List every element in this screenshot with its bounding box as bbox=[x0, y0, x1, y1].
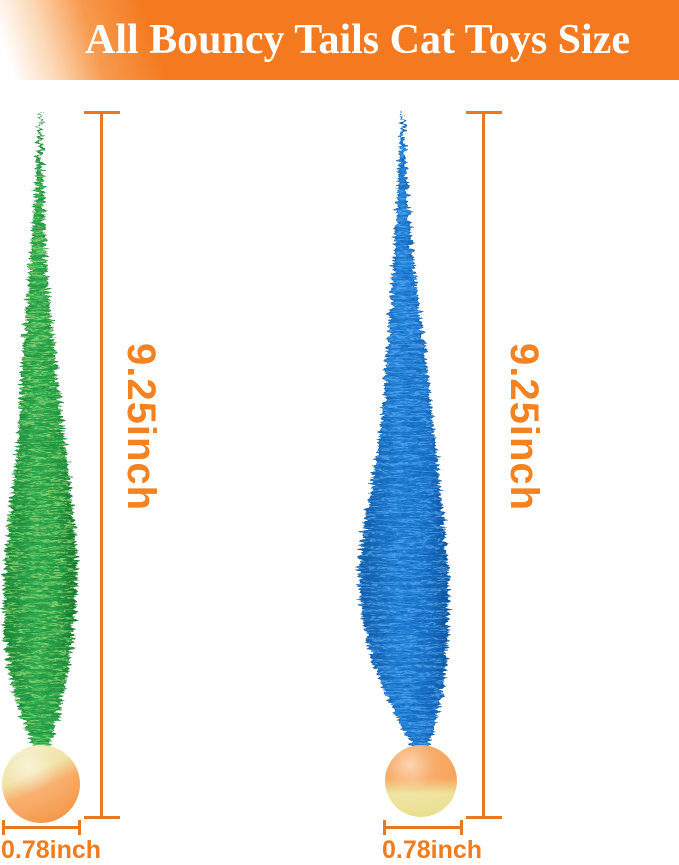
left-measure-line bbox=[100, 112, 103, 817]
left-measure-bottom-cap bbox=[84, 816, 120, 819]
right-diameter-label: 0.78inch bbox=[382, 836, 483, 864]
header-banner: All Bouncy Tails Cat Toys Size bbox=[0, 0, 679, 80]
right-length-label: 9.25inch bbox=[502, 343, 546, 512]
right-measure-line bbox=[482, 112, 485, 817]
left-diameter-right-cap bbox=[78, 820, 81, 835]
right-diameter-right-cap bbox=[460, 820, 463, 835]
left-diameter-line bbox=[3, 826, 79, 829]
left-diameter-label: 0.78inch bbox=[1, 836, 102, 864]
left-length-label: 9.25inch bbox=[119, 343, 163, 512]
blue-toy-ball bbox=[385, 745, 457, 817]
right-measure-bottom-cap bbox=[466, 816, 502, 819]
green-toy-ball bbox=[2, 745, 80, 823]
page-title: All Bouncy Tails Cat Toys Size bbox=[85, 17, 630, 63]
right-diameter-line bbox=[384, 826, 461, 829]
blue-tail-image bbox=[359, 112, 457, 817]
green-tail-image bbox=[2, 112, 80, 823]
